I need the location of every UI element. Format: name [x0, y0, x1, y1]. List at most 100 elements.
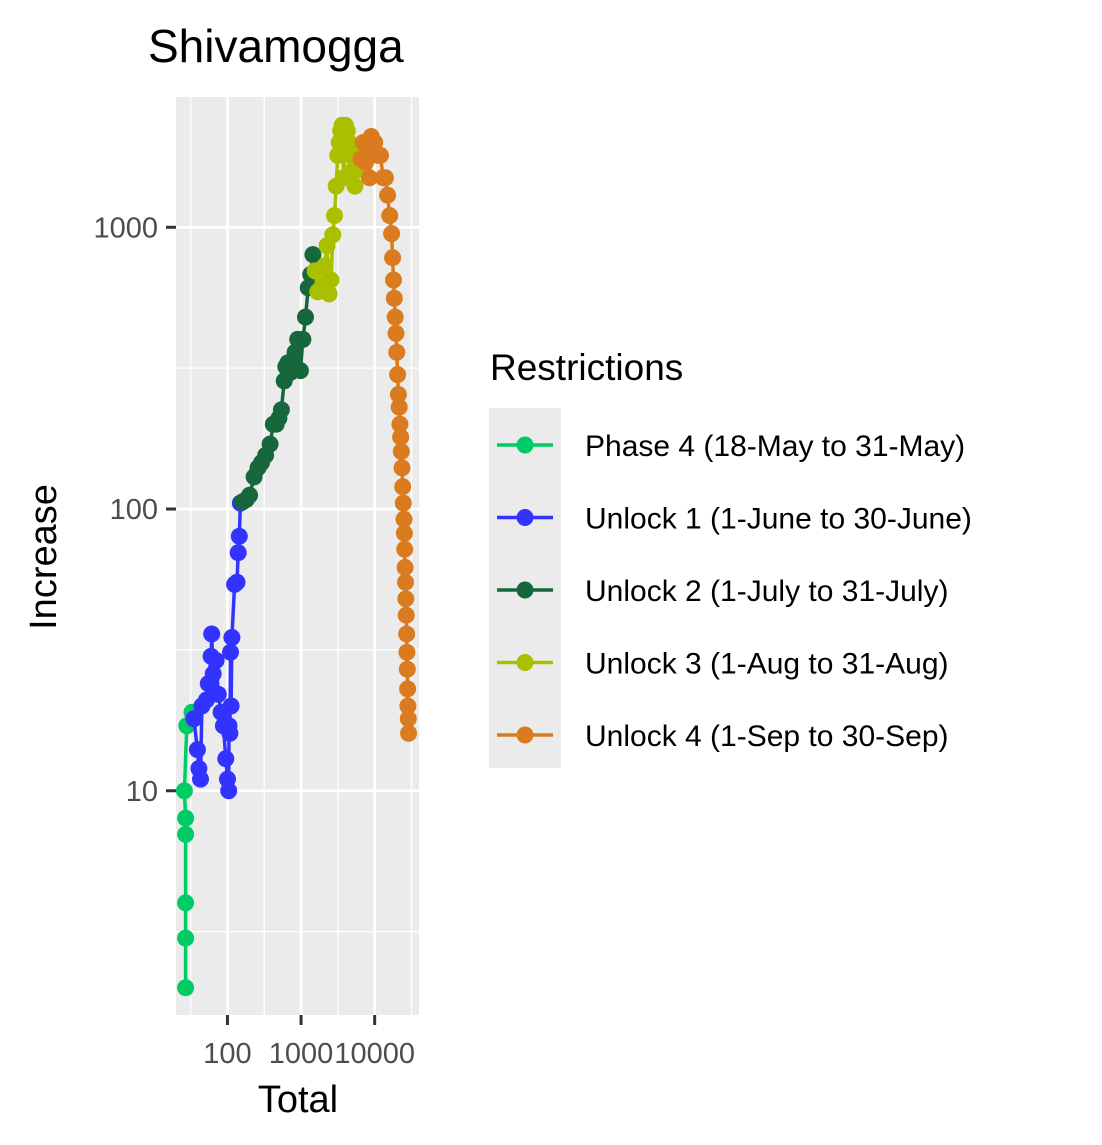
- series-group: [185, 494, 249, 800]
- data-point: [185, 710, 203, 728]
- legend-item: Unlock 4 (1-Sep to 30-Sep): [497, 720, 949, 753]
- data-point: [381, 207, 399, 225]
- legend-label: Unlock 4 (1-Sep to 30-Sep): [585, 720, 949, 753]
- data-point: [230, 527, 248, 545]
- data-point: [223, 629, 241, 646]
- legend: Restrictions Phase 4 (18-May to 31-May) U…: [489, 347, 972, 768]
- data-point: [177, 929, 195, 947]
- legend-key-point: [516, 654, 534, 671]
- legend-label: Unlock 3 (1-Aug to 31-Aug): [585, 648, 949, 681]
- legend-items: Phase 4 (18-May to 31-May) Unlock 1 (1-Ju…: [497, 430, 972, 753]
- data-point: [209, 685, 227, 703]
- x-tick-label: 10000: [334, 1038, 415, 1070]
- data-point: [396, 559, 414, 576]
- y-tick-label: 10: [126, 776, 158, 808]
- data-point: [324, 226, 342, 244]
- series-group: [352, 128, 418, 742]
- y-tick-label: 1000: [93, 212, 158, 244]
- data-point: [366, 134, 384, 151]
- data-point: [391, 415, 409, 433]
- data-point: [177, 809, 195, 827]
- data-point: [385, 271, 402, 289]
- data-point: [326, 207, 343, 225]
- data-point: [393, 459, 411, 477]
- data-point: [221, 724, 239, 742]
- data-point: [177, 894, 195, 912]
- data-point: [322, 271, 340, 289]
- data-point: [396, 540, 414, 558]
- data-point: [388, 343, 406, 361]
- data-point: [372, 146, 389, 164]
- x-tick-label: 100: [203, 1038, 251, 1070]
- data-point: [394, 478, 412, 496]
- legend-key-point: [516, 436, 534, 454]
- series-group: [306, 116, 368, 303]
- data-point: [316, 257, 334, 275]
- legend-label: Unlock 2 (1-July to 31-July): [585, 575, 948, 608]
- major-gridlines: [176, 97, 419, 1015]
- plot-panel: [176, 97, 419, 1015]
- data-point: [272, 401, 290, 419]
- data-point: [291, 362, 309, 380]
- legend-label: Phase 4 (18-May to 31-May): [585, 430, 965, 463]
- series-group: [175, 703, 201, 997]
- y-axis: 10 100 1000: [93, 212, 176, 808]
- series-layer: [175, 116, 418, 997]
- data-point: [175, 782, 193, 800]
- y-tick-label: 100: [110, 494, 158, 526]
- legend-key-point: [516, 581, 534, 599]
- legend-item: Unlock 1 (1-June to 30-June): [497, 503, 972, 536]
- data-point: [261, 435, 279, 453]
- series-group: [234, 246, 322, 511]
- data-point: [294, 330, 312, 348]
- legend-key-point: [516, 726, 534, 744]
- data-point: [392, 443, 410, 460]
- data-point: [297, 308, 314, 326]
- data-point: [222, 697, 240, 715]
- data-point: [390, 398, 408, 416]
- data-point: [397, 573, 414, 591]
- data-point: [346, 177, 364, 195]
- data-point: [204, 665, 222, 683]
- data-point: [241, 486, 259, 504]
- data-point: [399, 697, 417, 715]
- data-point: [398, 625, 416, 643]
- data-point: [397, 590, 415, 608]
- data-point: [400, 724, 418, 742]
- data-point: [398, 643, 416, 661]
- x-tick-label: 1000: [269, 1038, 334, 1070]
- data-point: [379, 186, 397, 204]
- data-point: [177, 825, 195, 843]
- data-point: [222, 643, 239, 661]
- data-point: [207, 652, 225, 669]
- data-point: [376, 169, 394, 187]
- data-point: [286, 343, 304, 361]
- data-point: [395, 510, 413, 528]
- data-point: [228, 573, 246, 591]
- data-point: [329, 146, 347, 164]
- legend-key-point: [516, 509, 534, 526]
- data-point: [392, 428, 410, 446]
- data-point: [188, 741, 206, 759]
- data-point: [389, 366, 407, 384]
- data-point: [177, 979, 195, 997]
- data-point: [395, 524, 413, 542]
- data-point: [389, 386, 407, 403]
- x-axis: 100 1000 10000: [203, 1015, 415, 1070]
- data-point: [399, 710, 417, 728]
- data-point: [386, 308, 404, 326]
- data-point: [387, 324, 405, 342]
- data-point: [398, 660, 416, 678]
- data-point: [399, 680, 417, 698]
- data-point: [203, 625, 221, 643]
- y-axis-title: Increase: [23, 484, 65, 630]
- data-point: [394, 494, 412, 512]
- data-point: [220, 782, 238, 800]
- x-axis-title: Total: [258, 1079, 338, 1121]
- legend-label: Unlock 1 (1-June to 30-June): [585, 503, 972, 536]
- legend-item: Phase 4 (18-May to 31-May): [497, 430, 965, 463]
- legend-title: Restrictions: [490, 347, 683, 388]
- legend-item: Unlock 3 (1-Aug to 31-Aug): [497, 648, 949, 681]
- data-point: [217, 750, 235, 768]
